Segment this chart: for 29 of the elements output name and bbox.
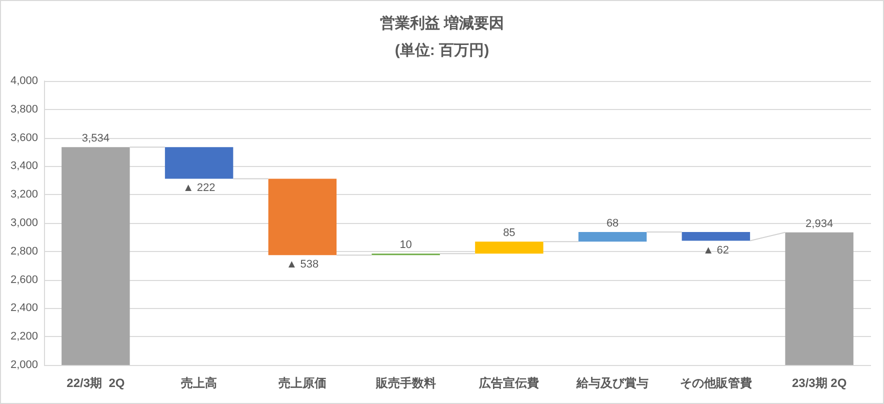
x-tick-label: 売上原価 xyxy=(278,376,326,390)
chart-title: 営業利益 増減要因 xyxy=(380,14,504,32)
chart-subtitle: (単位: 百万円) xyxy=(394,42,490,59)
data-label: 68 xyxy=(606,217,619,230)
data-label: 85 xyxy=(503,227,516,240)
y-tick-label: 3,600 xyxy=(10,132,38,144)
x-tick-label: 広告宣伝費 xyxy=(478,376,540,390)
x-tick-label: 販売手数料 xyxy=(374,376,436,390)
y-tick-label: 3,400 xyxy=(10,160,38,172)
y-tick-label: 2,200 xyxy=(10,330,38,343)
y-tick-label: 2,800 xyxy=(10,245,38,258)
y-tick-label: 4,000 xyxy=(10,75,38,87)
data-label: 3,534 xyxy=(82,132,110,145)
data-label: 10 xyxy=(400,239,412,252)
x-tick-label: 売上高 xyxy=(181,376,218,390)
y-tick-label: 3,800 xyxy=(10,103,38,116)
x-tick-label: 22/3期 2Q xyxy=(66,376,125,390)
x-tick-label: その他販管費 xyxy=(680,376,752,390)
data-label: 2,934 xyxy=(806,218,834,230)
data-label: ▲ 538 xyxy=(286,258,319,271)
data-label: ▲ 62 xyxy=(702,244,730,256)
x-tick-label: 給与及び賞与 xyxy=(576,376,649,390)
y-tick-label: 2,000 xyxy=(10,359,38,371)
data-label: ▲ 222 xyxy=(182,182,216,194)
y-tick-label: 3,000 xyxy=(10,217,38,229)
y-tick-label: 3,200 xyxy=(10,188,38,201)
y-tick-label: 2,400 xyxy=(10,302,38,314)
y-tick-label: 2,600 xyxy=(10,274,38,286)
x-tick-label: 23/3期 2Q xyxy=(792,376,847,390)
